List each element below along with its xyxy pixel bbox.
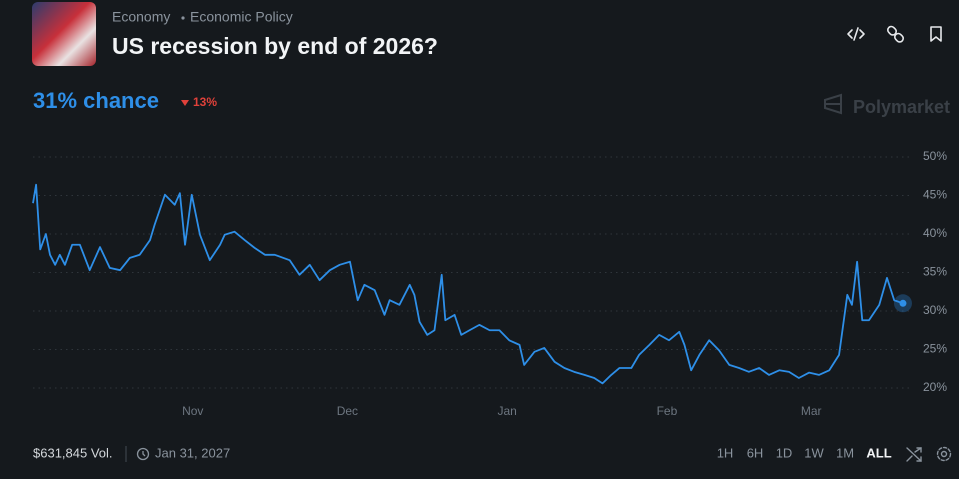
range-button[interactable]: 1W — [804, 445, 824, 460]
brand-name: Polymarket — [853, 97, 950, 117]
volume: $631,845 Vol. — [33, 445, 113, 460]
x-tick-label: Nov — [182, 404, 203, 418]
settings-button[interactable] — [936, 446, 952, 462]
breadcrumb-subcategory[interactable]: Economic Policy — [190, 9, 293, 25]
x-tick-label: Feb — [657, 404, 678, 418]
range-selector: 1H 6H 1D 1W 1M ALL — [717, 445, 892, 460]
change-down-arrow — [181, 100, 189, 106]
range-button[interactable]: 1H — [717, 445, 734, 460]
y-tick-label: 50% — [923, 149, 947, 163]
y-tick-label: 40% — [923, 226, 947, 240]
copy-link-button[interactable] — [886, 25, 905, 43]
range-button[interactable]: 1D — [776, 445, 793, 460]
current-point — [899, 299, 907, 307]
chance: 31% chance — [33, 88, 159, 113]
bookmark-button[interactable] — [930, 26, 942, 42]
market-icon — [32, 2, 96, 66]
range-button[interactable]: 6H — [747, 445, 764, 460]
y-tick-label: 45% — [923, 188, 947, 202]
y-tick-label: 35% — [923, 265, 947, 279]
y-tick-label: 30% — [923, 303, 947, 317]
brand: Polymarket — [824, 93, 950, 117]
shuffle-button[interactable] — [906, 447, 922, 462]
market-title: US recession by end of 2026? — [112, 33, 438, 59]
x-tick-label: Dec — [337, 404, 358, 418]
x-tick-label: Jan — [497, 404, 516, 418]
embed-button[interactable] — [847, 27, 865, 41]
change: 13% — [193, 95, 217, 109]
clock-icon — [125, 446, 150, 462]
y-tick-label: 20% — [923, 380, 947, 394]
end-date: Jan 31, 2027 — [155, 445, 230, 460]
range-button[interactable]: ALL — [866, 445, 891, 460]
breadcrumb-separator — [181, 16, 185, 20]
range-button[interactable]: 1M — [836, 445, 854, 460]
breadcrumb-category[interactable]: Economy — [112, 9, 170, 25]
price-chart: 20% 25% 30% 35% 40% 45% 50% Nov Dec Jan Feb Mar — [32, 149, 947, 418]
x-tick-label: Mar — [801, 404, 822, 418]
price-line — [32, 183, 904, 385]
y-tick-label: 25% — [923, 342, 947, 356]
